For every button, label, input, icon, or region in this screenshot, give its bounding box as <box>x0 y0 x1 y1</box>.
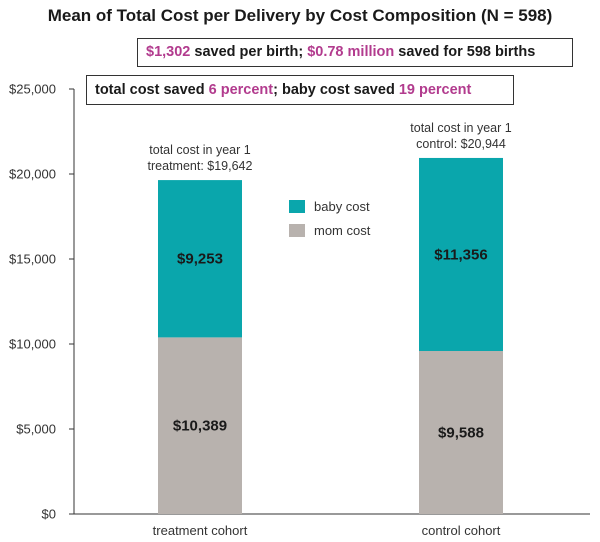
bar-segment-baby-cost <box>419 157 503 352</box>
callout-total-percent: 6 percent <box>208 82 274 98</box>
chart-title: Mean of Total Cost per Delivery by Cost … <box>47 6 553 25</box>
bar-value-label: $9,253 <box>177 251 223 268</box>
bar-total-annotation-line2: treatment: $19,642 <box>148 159 253 173</box>
percent-saved-callout: total cost saved 6 percent; baby cost sa… <box>86 75 514 105</box>
callout-per-birth-amount: $1,302 <box>146 44 191 60</box>
bar-value-label: $9,588 <box>438 425 484 442</box>
bar-total-annotation-line2: control: $20,944 <box>416 137 506 151</box>
callout-baby-percent: 19 percent <box>398 82 472 98</box>
legend-label: baby cost <box>314 199 370 214</box>
y-tick-label: $20,000 <box>9 167 56 182</box>
callout-per-birth-text: saved per birth; <box>190 44 308 60</box>
x-tick-label: control cohort <box>422 523 501 538</box>
x-tick-label: treatment cohort <box>153 523 248 538</box>
callout-total-text: saved for 598 births <box>394 44 536 60</box>
bar-total-annotation-line1: total cost in year 1 <box>149 143 250 157</box>
bar-segment-baby-cost <box>158 180 242 338</box>
bar-total-annotation-line1: total cost in year 1 <box>410 121 511 135</box>
y-tick-label: $0 <box>42 507 56 522</box>
legend-swatch <box>289 224 305 237</box>
bar-segment-mom-cost <box>419 351 503 514</box>
y-tick-label: $10,000 <box>9 337 56 352</box>
y-tick-label: $25,000 <box>9 82 56 97</box>
legend-swatch <box>289 200 305 213</box>
callout-total-amount: $0.78 million <box>307 44 395 60</box>
callout-total-cost-text: total cost saved <box>95 82 209 98</box>
y-tick-label: $15,000 <box>9 252 56 267</box>
bar-value-label: $11,356 <box>434 246 487 263</box>
savings-per-birth-callout: $1,302 saved per birth; $0.78 million sa… <box>137 38 573 67</box>
callout-baby-cost-text: ; baby cost saved <box>273 82 399 98</box>
bar-value-label: $10,389 <box>173 418 227 435</box>
bar-segment-mom-cost <box>158 337 242 514</box>
legend-label: mom cost <box>314 223 371 238</box>
y-tick-label: $5,000 <box>16 422 56 437</box>
